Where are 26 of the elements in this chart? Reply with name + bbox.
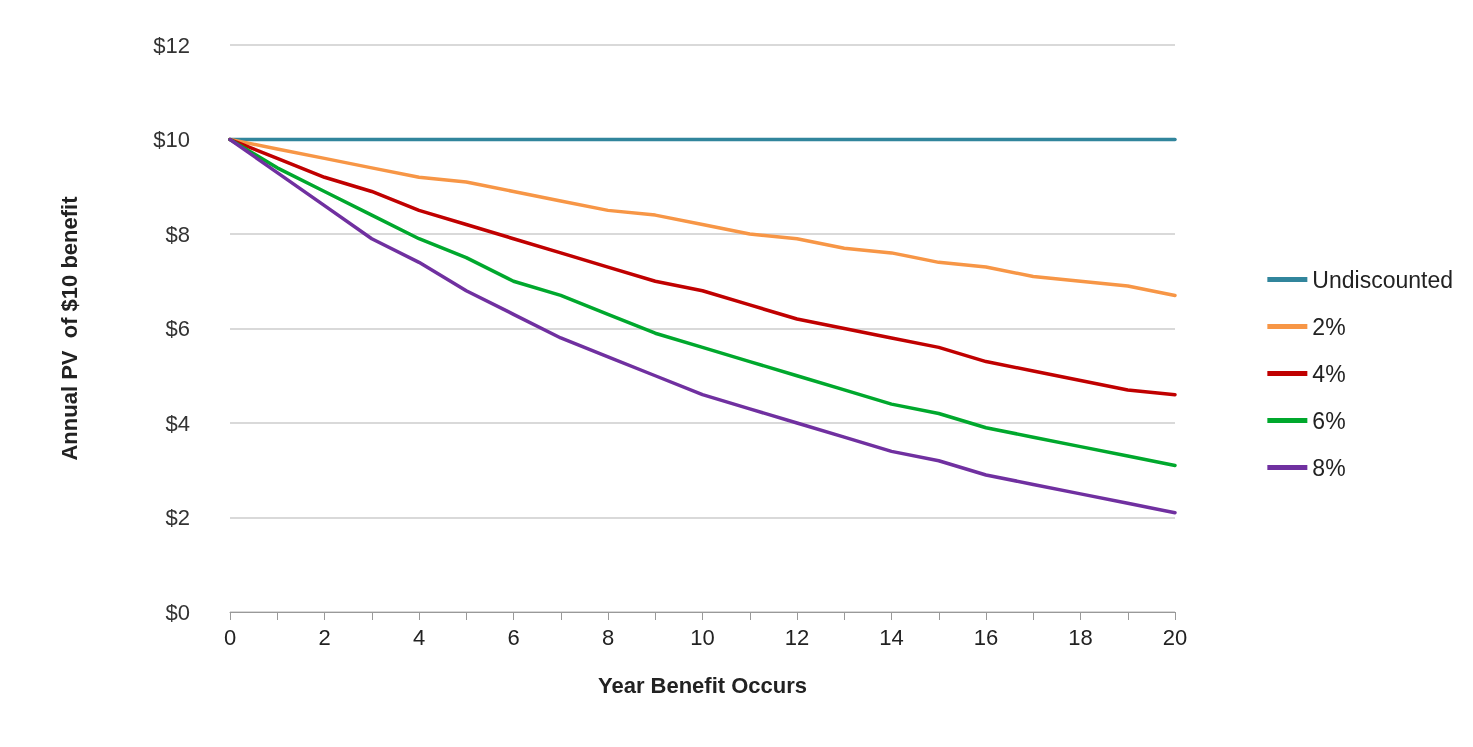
x-tick-label: 8: [601, 624, 615, 650]
y-tick-label: $2: [165, 505, 190, 530]
legend-label: Undiscounted: [1312, 266, 1454, 293]
y-axis-title: Annual PV of $10 benefit: [56, 195, 82, 461]
x-tick-label: 6: [507, 624, 520, 650]
x-tick-label: 16: [973, 624, 999, 650]
x-tick-label: 2: [318, 624, 331, 650]
legend-label: 2%: [1312, 313, 1346, 340]
y-tick-label: $10: [153, 127, 190, 152]
x-tick-label: 4: [412, 624, 426, 650]
x-axis-title: Year Benefit Occurs: [597, 672, 808, 698]
x-tick-label: 18: [1068, 624, 1093, 650]
y-tick-label: $12: [153, 32, 190, 58]
legend-label: 6%: [1312, 407, 1346, 434]
line-series: [228, 137, 1177, 397]
legend-label: 4%: [1312, 360, 1346, 387]
x-tick-label: 12: [784, 624, 810, 650]
x-tick-label: 14: [879, 624, 904, 650]
y-tick-label: $6: [165, 316, 190, 341]
y-tick-label: $8: [165, 221, 190, 247]
x-tick-label: 10: [690, 624, 715, 650]
x-tick-label: 0: [223, 624, 237, 650]
y-tick-label: $0: [165, 599, 190, 625]
legend-label: 8%: [1312, 454, 1346, 481]
x-tick-label: 20: [1162, 624, 1188, 650]
y-tick-label: $4: [165, 410, 190, 436]
